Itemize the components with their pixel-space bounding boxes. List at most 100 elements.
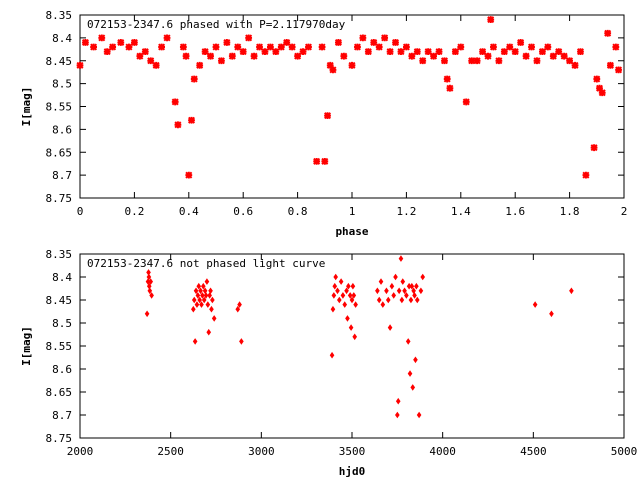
data-point (190, 75, 198, 83)
data-point (402, 43, 410, 51)
data-point (346, 282, 351, 290)
data-point (560, 52, 568, 60)
x-axis-title: phase (335, 225, 368, 238)
data-point (384, 287, 389, 295)
data-point (192, 338, 198, 345)
x-tick-label: 1.4 (451, 205, 471, 218)
data-point (582, 171, 590, 179)
y-tick-label: 8.45 (46, 294, 73, 307)
data-point (532, 301, 538, 308)
data-point (182, 52, 190, 60)
data-point (380, 301, 386, 308)
x-tick-label: 0.6 (233, 205, 253, 218)
data-point (261, 48, 269, 56)
data-point (266, 43, 274, 51)
data-point (443, 75, 451, 83)
x-tick-label: 4000 (429, 445, 456, 458)
y-tick-label: 8.75 (46, 192, 73, 205)
data-point (411, 287, 416, 295)
data-point (185, 171, 193, 179)
x-tick-label: 0.2 (124, 205, 144, 218)
data-point (378, 278, 384, 285)
data-point (326, 61, 334, 69)
data-point (400, 278, 406, 285)
data-point (416, 411, 422, 419)
x-tick-label: 2 (621, 205, 628, 218)
data-point (332, 282, 338, 290)
data-point (495, 57, 503, 65)
data-point (375, 287, 380, 295)
data-point (451, 48, 459, 56)
data-point (352, 333, 358, 341)
chart-title: 072153-2347.6 not phased light curve (87, 257, 325, 270)
data-point (212, 43, 220, 51)
data-point (250, 52, 258, 60)
data-point (174, 121, 182, 129)
data-point (334, 38, 342, 46)
data-point (217, 57, 225, 65)
data-point (245, 34, 253, 42)
data-point (533, 57, 541, 65)
data-point (347, 292, 353, 299)
data-point (205, 301, 211, 308)
data-point (239, 48, 247, 56)
data-point (163, 34, 171, 42)
data-point (500, 48, 508, 56)
data-point (329, 351, 335, 359)
data-point (200, 292, 205, 299)
data-point (209, 305, 214, 313)
data-point (511, 48, 519, 56)
data-point (237, 301, 242, 308)
data-point (395, 397, 401, 405)
data-point (405, 338, 411, 345)
data-point (462, 98, 470, 106)
data-point (404, 292, 409, 299)
data-point (147, 57, 155, 65)
y-tick-label: 8.4 (52, 271, 72, 284)
y-tick-label: 8.45 (46, 55, 73, 68)
x-tick-label: 3500 (339, 445, 366, 458)
data-point (590, 144, 598, 152)
data-point (201, 48, 209, 56)
data-point (340, 292, 346, 299)
data-point (517, 38, 525, 46)
data-point (210, 296, 215, 304)
data-point (598, 89, 606, 97)
data-point (144, 310, 150, 318)
data-point (206, 328, 212, 336)
data-point (344, 287, 349, 295)
data-point (103, 48, 111, 56)
y-tick-label: 8.6 (52, 123, 72, 136)
data-point (414, 282, 419, 290)
data-point (340, 52, 348, 60)
data-point (479, 48, 487, 56)
y-axis-title: I[mag] (20, 326, 33, 366)
data-point (398, 255, 404, 262)
data-point (98, 34, 106, 42)
data-point (402, 287, 407, 295)
data-point (171, 98, 179, 106)
data-point (412, 292, 417, 299)
y-axis-title: I[mag] (20, 87, 33, 127)
data-point (576, 48, 584, 56)
data-point (235, 305, 241, 313)
data-point (370, 38, 378, 46)
x-tick-label: 1.2 (396, 205, 416, 218)
data-point (277, 43, 285, 51)
data-point (149, 292, 154, 299)
data-point (136, 52, 144, 60)
data-point (391, 292, 397, 299)
data-point (345, 315, 350, 322)
x-tick-label: 1.8 (560, 205, 580, 218)
data-point (148, 278, 154, 285)
data-point (141, 48, 149, 56)
data-point (147, 287, 153, 295)
y-tick-label: 8.35 (46, 9, 73, 22)
data-point (196, 282, 202, 290)
data-point (615, 66, 623, 74)
data-point (211, 315, 217, 322)
data-point (335, 287, 340, 295)
data-point (342, 301, 348, 308)
x-tick-label: 4500 (520, 445, 547, 458)
